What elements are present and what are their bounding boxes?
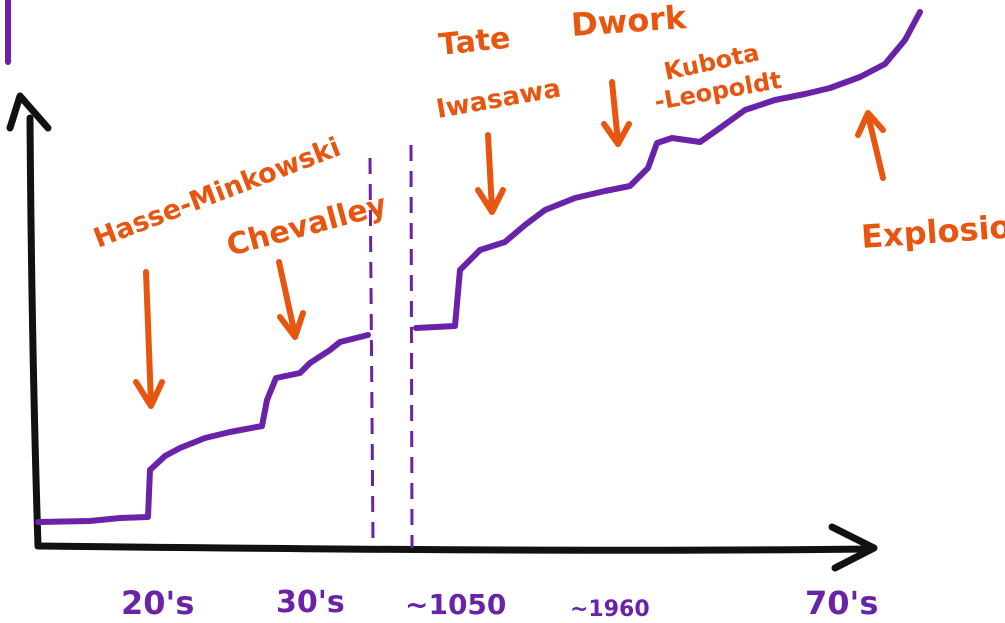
growth-curve-right (413, 9, 923, 331)
tick-label-1960: ~1960 (570, 597, 650, 618)
label-iwasawa: Iwasawa (434, 73, 563, 124)
axis-break-line-2 (409, 144, 414, 549)
arrow-hasse (133, 269, 165, 409)
arrow-chevalley (276, 259, 306, 340)
tick-label-20s: 20's (121, 584, 194, 618)
y-axis-line (26, 114, 42, 550)
arrow-tate (475, 132, 506, 215)
label-dwork: Dwork (570, 0, 688, 44)
growth-curve-left (35, 332, 371, 525)
arrow-explosion (855, 110, 886, 181)
label-chevalley: Chevalley (223, 187, 391, 263)
axis-break-line-1 (368, 157, 375, 546)
axes (6, 92, 878, 572)
label-tate: Tate (437, 21, 512, 63)
x-axis-line (34, 542, 876, 554)
y-axis-arrowhead (6, 92, 52, 132)
label-explosion: Explosion (860, 206, 1005, 256)
tick-label-70s: 70's (805, 584, 878, 618)
tick-label-1050: ~1050 (405, 588, 506, 618)
tick-label-30s: 30's (276, 585, 345, 618)
x-axis-arrowhead (828, 523, 878, 572)
arrow-dwork (601, 79, 632, 147)
